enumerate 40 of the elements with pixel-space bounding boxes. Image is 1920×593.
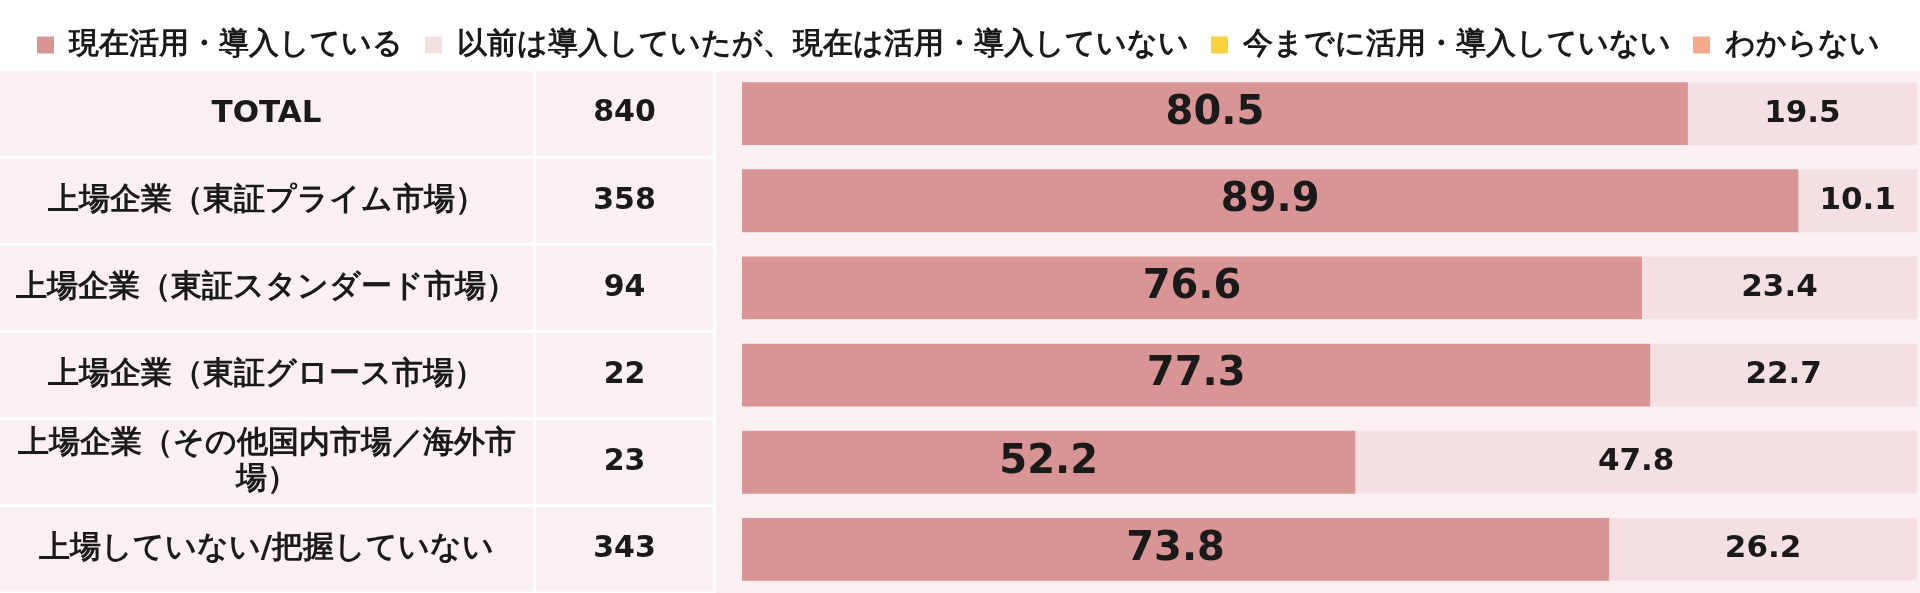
y-tick-label: 上場していない/把握していない (37, 528, 495, 565)
y2-tick-label: 22 (603, 354, 646, 390)
y-tick-label: 上場企業（東証プライム市場） (46, 179, 486, 216)
bar (742, 256, 1643, 320)
data-label: 47.8 (1597, 441, 1675, 478)
y2-tick-label: 840 (593, 93, 656, 129)
legend-label: 以前は導入していたが、現在は活用・導入していない (457, 24, 1189, 60)
y2-tick-label: 343 (593, 529, 656, 565)
legend-label: わからない (1725, 24, 1880, 60)
bar (742, 169, 1799, 233)
y2-tick-label: 94 (603, 267, 646, 303)
data-label: 26.2 (1724, 528, 1802, 565)
data-label: 89.9 (1220, 174, 1320, 221)
y-tick-label: 上場企業（その他国内市場／海外市場） (16, 423, 516, 496)
data-label: 22.7 (1745, 354, 1822, 391)
data-label: 76.6 (1142, 261, 1242, 308)
bar (742, 430, 1356, 494)
bar (742, 82, 1688, 145)
y-tick-label: 上場企業（東証スタンダード市場） (15, 266, 517, 303)
bar (742, 343, 1651, 407)
y-tick-label: TOTAL (211, 92, 322, 129)
y-tick-label: 上場企業（東証グロース市場） (47, 354, 485, 391)
y2-tick-label: 358 (593, 180, 656, 216)
bar (1650, 343, 1917, 407)
bar (1687, 82, 1917, 145)
data-label: 77.3 (1146, 348, 1246, 395)
data-label: 23.4 (1741, 266, 1818, 303)
y2-tick-label: 23 (603, 442, 646, 478)
data-label: 73.8 (1126, 522, 1225, 569)
bar (1609, 518, 1917, 581)
bar (1642, 256, 1917, 320)
bar (1798, 169, 1917, 233)
bar (1355, 430, 1917, 494)
data-label: 52.2 (999, 435, 1099, 482)
data-label: 19.5 (1764, 92, 1841, 129)
legend-label: 今までに活用・導入していない (1242, 24, 1671, 60)
data-label: 80.5 (1165, 86, 1265, 133)
data-label: 10.1 (1819, 179, 1896, 216)
legend-label: 現在活用・導入している (68, 24, 403, 60)
bar (742, 518, 1610, 581)
